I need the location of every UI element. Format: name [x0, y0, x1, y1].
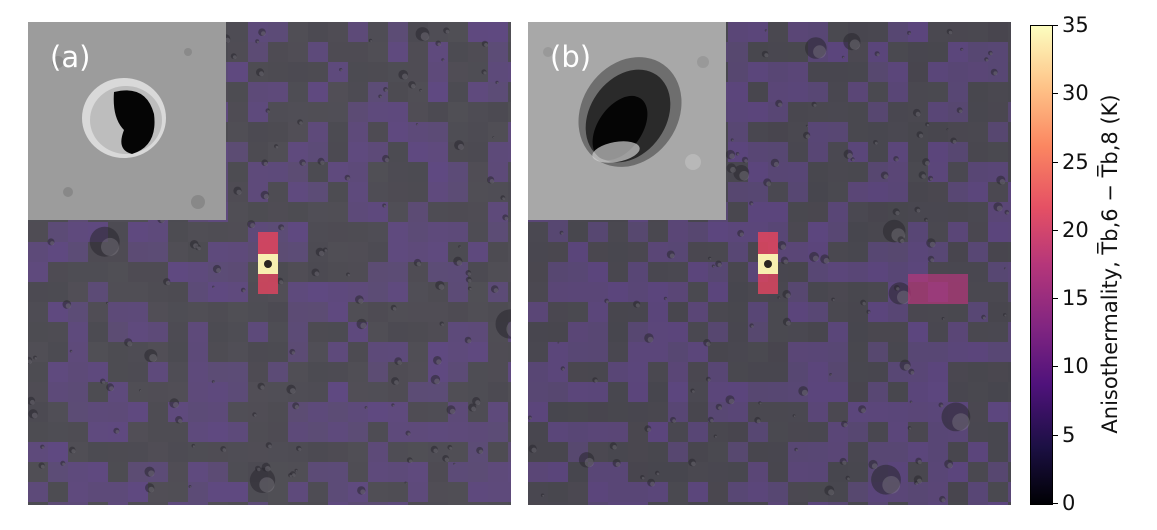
colorbar-tick-label: 5 — [1062, 422, 1076, 447]
colorbar-tick-label: 25 — [1062, 149, 1089, 174]
panel-a-label: (a) — [50, 40, 91, 74]
hotspot-red-bottom — [258, 274, 278, 294]
inset-pit-b — [528, 22, 726, 220]
hotspot-red-top-b — [758, 232, 778, 254]
colorbar-tick — [1052, 366, 1058, 368]
colorbar-tick — [1052, 434, 1058, 436]
colorbar-label-formula: T̅b,6 − T̅b,8 (K) — [1098, 94, 1122, 255]
panel-a-map: (a) — [28, 22, 511, 505]
colorbar-tick — [1052, 161, 1058, 163]
colorbar-tick-label: 35 — [1062, 13, 1089, 37]
colorbar-tick-label: 10 — [1062, 354, 1089, 379]
hotspot-red-top — [258, 232, 278, 254]
colorbar-tick-label: 0 — [1062, 491, 1076, 515]
colorbar-label-prefix: Anisothermality, — [1098, 254, 1122, 434]
colorbar-tick — [1052, 298, 1058, 300]
panel-b-map: (b) — [528, 22, 1011, 505]
hotspot-secondary-b — [908, 274, 968, 304]
colorbar-tick — [1052, 503, 1058, 504]
colorbar-tick — [1052, 229, 1058, 231]
colorbar-tick-label: 30 — [1062, 81, 1089, 106]
colorbar-tick — [1052, 25, 1058, 26]
colorbar-gradient — [1030, 25, 1053, 505]
colorbar-tick — [1052, 93, 1058, 95]
hotspot-red-bottom-b — [758, 274, 778, 294]
panel-b-label: (b) — [550, 40, 592, 74]
colorbar-tick-label: 20 — [1062, 217, 1089, 242]
colorbar-label: Anisothermality, T̅b,6 − T̅b,8 (K) — [1098, 94, 1122, 433]
colorbar: 0 5 10 15 20 25 30 35 Anisothermality, T̅b,6 − … — [1030, 13, 1150, 515]
colorbar-tick-label: 15 — [1062, 286, 1089, 311]
inset-pit-a — [28, 22, 226, 220]
